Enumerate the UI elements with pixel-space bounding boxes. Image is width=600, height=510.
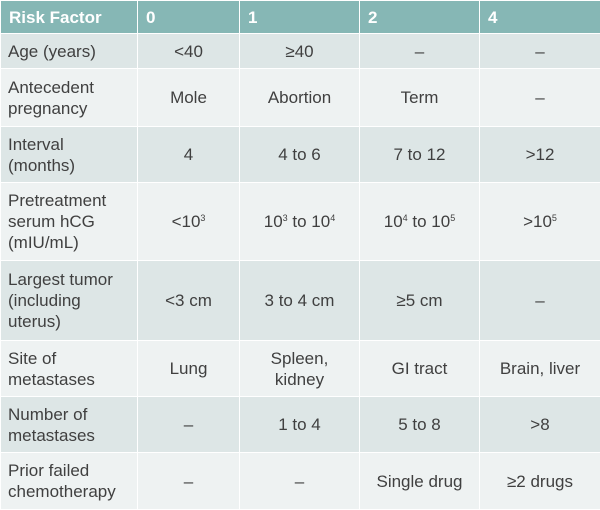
cell-text: <10 (171, 212, 201, 231)
table-cell: 4 (137, 126, 240, 183)
table-cell: Lung (137, 340, 240, 397)
row-label: Number of metastases (0, 396, 138, 453)
table-cell: 104 to 105 (359, 182, 480, 261)
table-row: Prior failed chemotherapy – – Single dru… (0, 452, 600, 510)
table-cell: – (479, 68, 600, 127)
table-cell: ≥2 drugs (479, 452, 600, 510)
header-risk-factor: Risk Factor (0, 0, 138, 34)
row-label: Largest tumor (including uterus) (0, 260, 138, 341)
row-label: Age (years) (0, 33, 138, 69)
table-row: Pretreatment serum hCG (mIU/mL) <103 103… (0, 182, 600, 261)
cell-text: 10 (263, 212, 283, 231)
table-cell: ≥5 cm (359, 260, 480, 341)
row-label: Interval (months) (0, 126, 138, 183)
exponent: 5 (551, 213, 557, 223)
header-score-0: 0 (137, 0, 240, 34)
table-cell: Brain, liver (479, 340, 600, 397)
row-label: Pretreatment serum hCG (mIU/mL) (0, 182, 138, 261)
row-label: Site of metastases (0, 340, 138, 397)
table-cell: 7 to 12 (359, 126, 480, 183)
table-cell: GI tract (359, 340, 480, 397)
cell-text: >10 (523, 212, 552, 231)
table-cell: 4 to 6 (239, 126, 360, 183)
cell-text: to 10 (287, 212, 331, 231)
cell-text: to 10 (407, 212, 451, 231)
table-cell: 5 to 8 (359, 396, 480, 453)
exponent: 3 (282, 213, 288, 223)
table-cell: >105 (479, 182, 600, 261)
exponent: 4 (330, 213, 336, 223)
row-label: Antecedent pregnancy (0, 68, 138, 127)
table-row: Antecedent pregnancy Mole Abortion Term … (0, 68, 600, 127)
table-cell: – (479, 260, 600, 341)
table-cell: Abortion (239, 68, 360, 127)
header-score-2: 2 (359, 0, 480, 34)
table-cell: – (239, 452, 360, 510)
exponent: 4 (402, 213, 408, 223)
table-cell: Mole (137, 68, 240, 127)
exponent: 5 (450, 213, 456, 223)
table-cell: >8 (479, 396, 600, 453)
header-score-4: 4 (479, 0, 600, 34)
table-cell: – (137, 452, 240, 510)
table-row: Age (years) <40 ≥40 – – (0, 33, 600, 69)
exponent: 3 (200, 213, 206, 223)
table-row: Largest tumor (including uterus) <3 cm 3… (0, 260, 600, 341)
table-cell: – (359, 33, 480, 69)
table-cell: <40 (137, 33, 240, 69)
table-row: Interval (months) 4 4 to 6 7 to 12 >12 (0, 126, 600, 183)
table-cell: 103 to 104 (239, 182, 360, 261)
header-row: Risk Factor 0 1 2 4 (0, 0, 600, 34)
table-cell: <3 cm (137, 260, 240, 341)
table-cell: >12 (479, 126, 600, 183)
row-label: Prior failed chemotherapy (0, 452, 138, 510)
table-cell: 1 to 4 (239, 396, 360, 453)
table-cell: 3 to 4 cm (239, 260, 360, 341)
table-cell: – (479, 33, 600, 69)
table-cell: Term (359, 68, 480, 127)
cell-text: 10 (383, 212, 403, 231)
table-cell: ≥40 (239, 33, 360, 69)
table-cell: Single drug (359, 452, 480, 510)
table-row: Number of metastases – 1 to 4 5 to 8 >8 (0, 396, 600, 453)
table-cell: – (137, 396, 240, 453)
table-row: Site of metastases Lung Spleen, kidney G… (0, 340, 600, 397)
header-score-1: 1 (239, 0, 360, 34)
table-cell: Spleen, kidney (239, 340, 360, 397)
table-cell: <103 (137, 182, 240, 261)
